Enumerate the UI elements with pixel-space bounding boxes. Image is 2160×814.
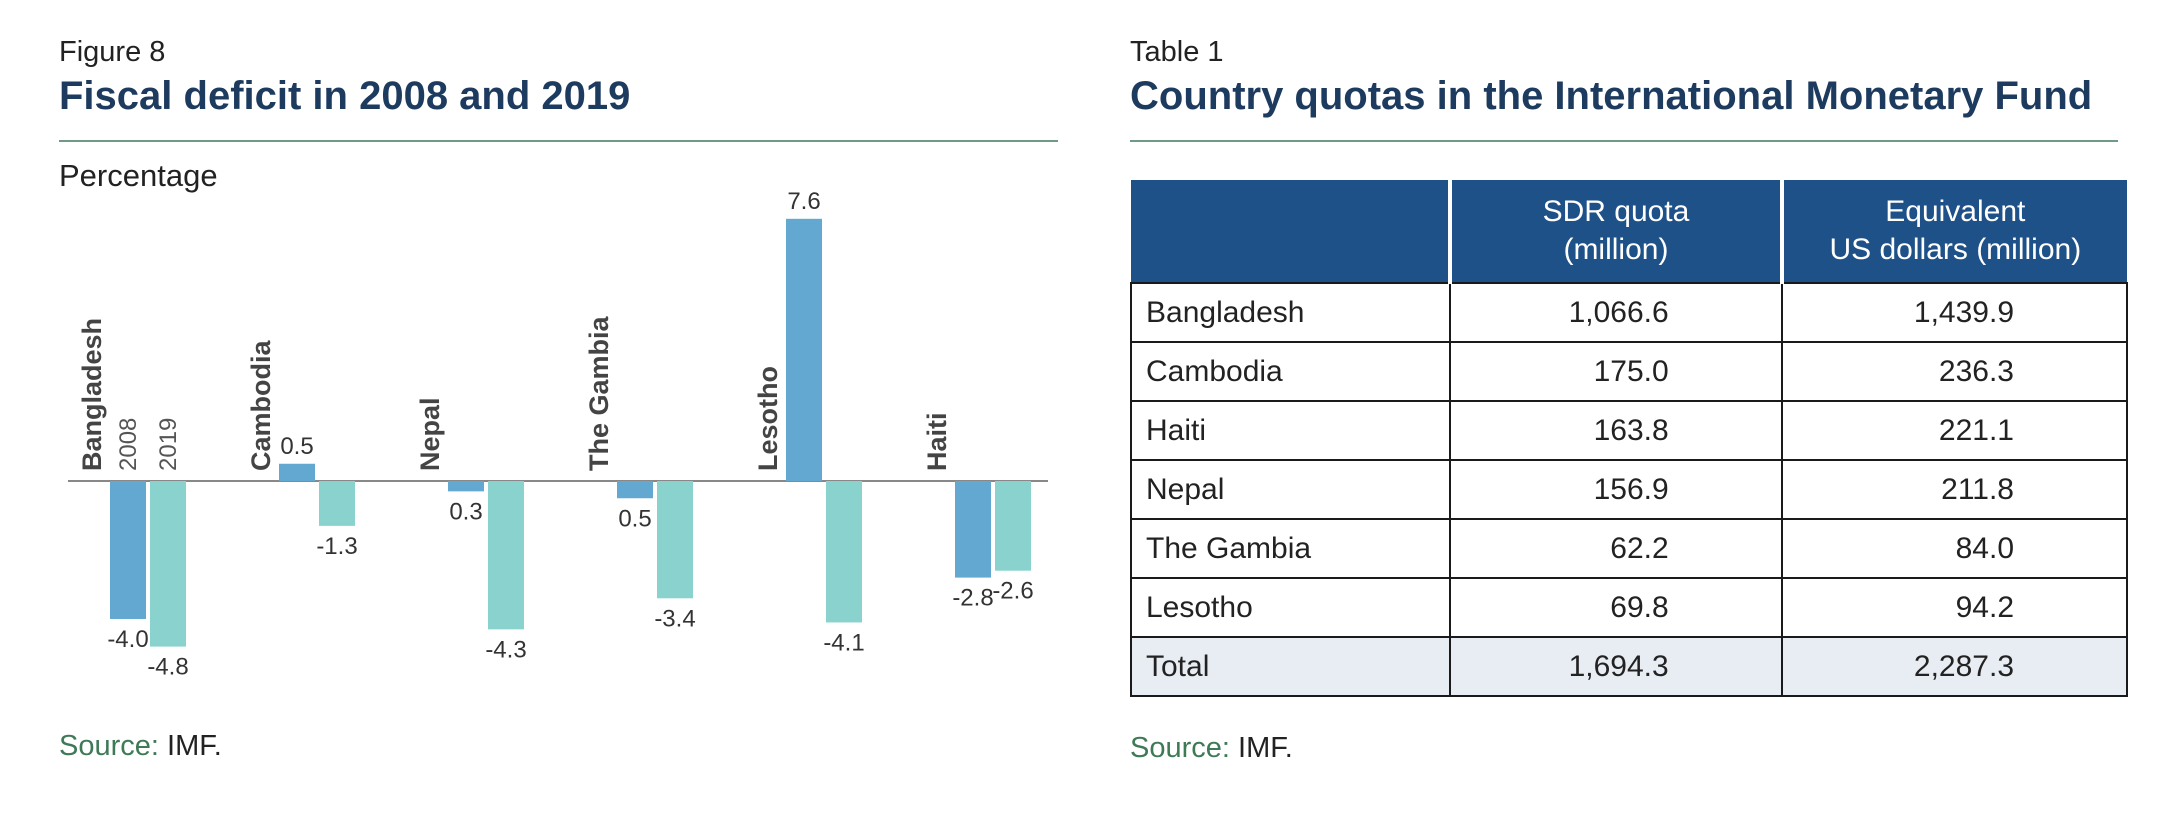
country-cell: The Gambia (1129, 518, 1452, 579)
country-cell: Nepal (1129, 459, 1452, 520)
bar-2008-the-gambia (617, 481, 653, 499)
table-row: Haiti 163.8 221.1 (1129, 400, 2129, 461)
usd-equivalent-cell: 236.3 (1780, 341, 2129, 402)
data-label-2019-1: -1.3 (316, 533, 357, 560)
header-country (1131, 180, 1453, 283)
table-row: Cambodia 175.0 236.3 (1129, 341, 2129, 402)
usd-equivalent-cell: 84.0 (1780, 518, 2129, 579)
table-title: Country quotas in the International Mone… (1130, 74, 2093, 118)
figure-source-label: Source: (59, 730, 159, 762)
sdr-quota-cell: 156.9 (1449, 459, 1783, 520)
sdr-quota-cell: 69.8 (1449, 577, 1783, 638)
usd-equivalent-cell: 94.2 (1780, 577, 2129, 638)
bar-2019-bangladesh (150, 481, 186, 647)
bar-2008-cambodia (279, 463, 315, 481)
data-label-2019-2: -4.3 (485, 636, 526, 663)
chart-unit-label: Percentage (59, 158, 218, 193)
table-header-row: SDR quota (million) Equivalent US dollars … (1131, 180, 2127, 283)
table-total-row: Total 1,694.3 2,287.3 (1129, 636, 2129, 697)
data-label-2019-5: -2.6 (992, 578, 1033, 605)
country-cell: Haiti (1129, 400, 1452, 461)
data-label-2019-4: -4.1 (823, 629, 864, 656)
data-label-2019-3: -3.4 (654, 605, 695, 632)
category-label-lesotho: Lesotho (753, 366, 783, 471)
bar-2008-bangladesh (110, 481, 146, 619)
usd-equivalent-cell: 221.1 (1780, 400, 2129, 461)
imf-quota-table: SDR quota (million) Equivalent US dollars … (1129, 180, 2129, 697)
data-label-2008-1: 0.5 (280, 433, 313, 460)
table-source-value: IMF. (1229, 732, 1293, 764)
sdr-quota-cell: 1,066.6 (1449, 282, 1783, 343)
bar-2019-lesotho (826, 481, 862, 623)
data-label-2008-3: 0.5 (618, 505, 651, 532)
figure-title: Fiscal deficit in 2008 and 2019 (59, 74, 631, 118)
category-label-haiti: Haiti (922, 412, 952, 471)
usd-equivalent-cell: 2,287.3 (1780, 636, 2129, 697)
bar-2008-lesotho (786, 218, 822, 482)
bar-2019-cambodia (319, 481, 355, 526)
sdr-quota-cell: 1,694.3 (1449, 636, 1783, 697)
bar-2008-nepal (448, 481, 484, 492)
table-row: Lesotho 69.8 94.2 (1129, 577, 2129, 638)
header-sdr-quota: SDR quota (million) (1450, 180, 1784, 283)
country-cell: Total (1129, 636, 1452, 697)
country-cell: Lesotho (1129, 577, 1452, 638)
category-label-the-gambia: The Gambia (584, 315, 614, 471)
data-label-2008-4: 7.6 (787, 188, 820, 215)
figure-label: Figure 8 (59, 36, 166, 68)
bar-2019-nepal (488, 481, 524, 630)
table-row: The Gambia 62.2 84.0 (1129, 518, 2129, 579)
country-cell: Bangladesh (1129, 282, 1452, 343)
table-source-label: Source: (1130, 732, 1230, 764)
table-title-rule (1130, 140, 2118, 142)
usd-equivalent-cell: 211.8 (1780, 459, 2129, 520)
data-label-2008-2: 0.3 (449, 498, 482, 525)
data-label-2008-5: -2.8 (952, 585, 993, 612)
table-row: Bangladesh 1,066.6 1,439.9 (1129, 282, 2129, 343)
country-cell: Cambodia (1129, 341, 1452, 402)
legend-label-2008: 2008 (115, 418, 142, 471)
figure-title-rule (59, 140, 1058, 142)
sdr-quota-cell: 163.8 (1449, 400, 1783, 461)
sdr-quota-cell: 62.2 (1449, 518, 1783, 579)
data-label-2008-0: -4.0 (107, 626, 148, 653)
category-label-nepal: Nepal (415, 397, 445, 471)
table-source: Source: IMF. (1130, 732, 1293, 765)
figure-source-value: IMF. (158, 730, 222, 762)
table-label: Table 1 (1130, 36, 1224, 68)
header-usd-equivalent: Equivalent US dollars (million) (1781, 180, 2127, 283)
bar-2019-the-gambia (657, 481, 693, 599)
sdr-quota-cell: 175.0 (1449, 341, 1783, 402)
figure-source: Source: IMF. (59, 730, 222, 763)
bar-2008-haiti (955, 481, 991, 578)
usd-equivalent-cell: 1,439.9 (1780, 282, 2129, 343)
table-row: Nepal 156.9 211.8 (1129, 459, 2129, 520)
category-label-cambodia: Cambodia (246, 339, 276, 471)
legend-label-2019: 2019 (155, 418, 182, 471)
data-label-2019-0: -4.8 (147, 654, 188, 681)
category-label-bangladesh: Bangladesh (77, 318, 107, 471)
bar-2019-haiti (995, 481, 1031, 571)
